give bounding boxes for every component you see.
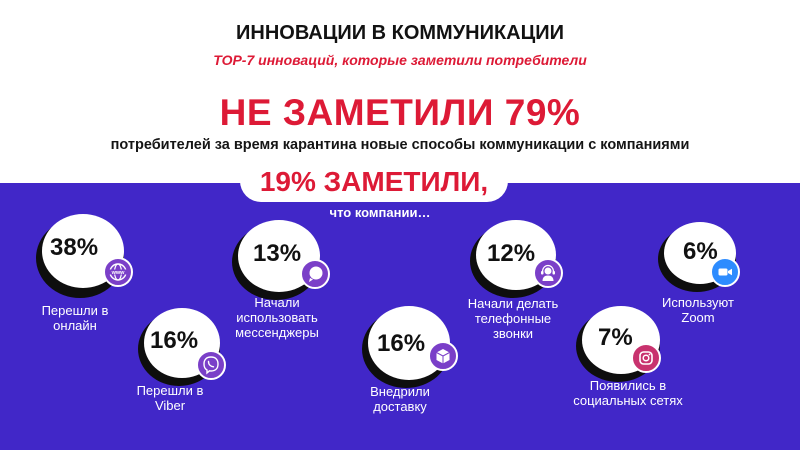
noticed-value: 19% ЗАМЕТИЛИ,: [259, 166, 489, 197]
stat-label: Начали использовать мессенджеры: [235, 295, 319, 340]
www-globe-icon: www: [103, 257, 133, 287]
stat-label: Появились в социальных сетях: [573, 378, 683, 408]
delivery-box-icon: [428, 341, 458, 371]
instagram-icon: [631, 343, 661, 373]
stat-label: Внедрили доставку: [370, 384, 430, 414]
stat-label: Используют Zoom: [662, 295, 734, 325]
stat-percent: 38%: [50, 234, 99, 261]
zoom-camera-icon: [710, 257, 740, 287]
page-title: ИННОВАЦИИ В КОММУНИКАЦИИ: [236, 22, 564, 44]
svg-text:www: www: [111, 270, 126, 276]
stat-percent: 6%: [683, 238, 718, 265]
chat-bubble-icon: [300, 259, 330, 289]
stat-percent: 16%: [377, 330, 426, 357]
headset-operator-icon: [533, 258, 563, 288]
headline-not-noticed: НЕ ЗАМЕТИЛИ 79%: [219, 92, 581, 133]
stat-percent: 16%: [150, 327, 199, 354]
page-subtitle: ТОР-7 инноваций, которые заметили потреб…: [213, 52, 587, 68]
noticed-caption: что компании…: [329, 205, 431, 220]
stat-percent: 13%: [253, 240, 302, 267]
stat-label: Перешли в онлайн: [41, 303, 109, 333]
noticed-pill: [240, 160, 508, 202]
stat-label: Начали делать телефонные звонки: [467, 296, 559, 341]
stat-percent: 7%: [598, 324, 633, 351]
stat-percent: 12%: [487, 240, 536, 267]
stat-label: Перешли в Viber: [136, 383, 204, 413]
headline-description: потребителей за время карантина новые сп…: [110, 137, 690, 153]
viber-icon: [196, 350, 226, 380]
